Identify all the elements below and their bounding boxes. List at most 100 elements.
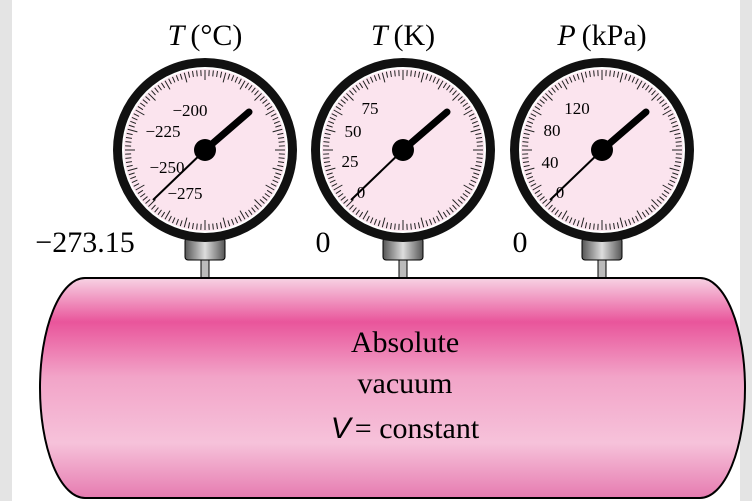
tick — [183, 72, 188, 83]
tick — [542, 96, 548, 101]
tick — [442, 82, 447, 89]
tick — [674, 132, 681, 136]
tick — [244, 82, 249, 89]
tick — [475, 164, 482, 168]
tick — [471, 120, 478, 124]
tick — [669, 117, 676, 121]
tick — [437, 210, 444, 220]
tick — [662, 184, 672, 191]
tick — [667, 183, 674, 187]
tick — [641, 82, 646, 89]
tick — [464, 189, 471, 194]
tick — [661, 102, 668, 107]
tick — [475, 132, 482, 136]
tick — [648, 87, 653, 93]
tick — [340, 99, 346, 104]
tick — [593, 70, 595, 77]
tick — [536, 102, 543, 107]
unit: (K) — [394, 19, 436, 52]
tick — [651, 199, 659, 207]
tick — [179, 73, 183, 80]
variable: P — [556, 19, 575, 52]
tick — [628, 75, 632, 82]
tick — [648, 207, 653, 213]
tick — [394, 70, 396, 77]
tick — [381, 72, 386, 83]
tick — [239, 210, 246, 220]
tick — [272, 167, 283, 172]
variable: T — [168, 19, 187, 52]
tick — [536, 193, 543, 198]
tick — [381, 217, 386, 228]
gauge-title: P (kPa) — [556, 19, 646, 52]
tick — [522, 141, 529, 143]
tick — [183, 217, 188, 228]
tick — [352, 207, 357, 213]
tick — [525, 172, 532, 176]
tick — [554, 209, 559, 216]
tick — [346, 199, 354, 207]
tick — [352, 87, 357, 93]
tick — [659, 196, 665, 201]
tick — [542, 199, 548, 204]
needle-hub — [392, 139, 414, 161]
tick — [231, 75, 235, 82]
tick — [154, 87, 159, 93]
tick — [168, 215, 172, 222]
tick — [212, 70, 214, 77]
tick — [272, 117, 279, 121]
tick — [340, 196, 346, 201]
tick — [572, 218, 576, 225]
tick — [662, 109, 672, 116]
scale-label: 25 — [342, 152, 359, 171]
tick — [528, 179, 535, 183]
tick — [154, 207, 159, 213]
tick — [631, 217, 635, 224]
tick — [468, 183, 475, 187]
tick — [264, 193, 271, 198]
tick — [476, 141, 483, 143]
tick — [661, 193, 668, 198]
tick — [462, 102, 469, 107]
tick — [135, 109, 145, 116]
tick — [216, 70, 219, 77]
tick — [325, 167, 336, 172]
scale-label: −225 — [145, 122, 180, 141]
tick — [452, 204, 457, 210]
tick — [432, 217, 436, 224]
scale-label: 50 — [345, 122, 362, 141]
tick — [227, 220, 231, 227]
tick — [370, 217, 374, 224]
tick — [346, 93, 354, 101]
tick — [524, 128, 535, 133]
tick — [476, 136, 483, 139]
tick — [272, 128, 283, 133]
tick — [259, 96, 265, 101]
tick — [619, 72, 624, 83]
tick — [429, 75, 433, 82]
reading: 0 — [513, 226, 528, 259]
tick — [142, 196, 148, 201]
scale-label: 75 — [362, 99, 379, 118]
tick — [572, 75, 576, 82]
tick — [323, 157, 330, 159]
tick — [669, 167, 680, 172]
tick — [624, 73, 628, 80]
tick — [175, 75, 179, 82]
tick — [619, 217, 624, 228]
tick — [669, 179, 676, 183]
tick — [669, 128, 680, 133]
tick — [366, 215, 370, 222]
tick — [530, 183, 537, 187]
tick — [145, 199, 151, 204]
tick — [377, 73, 381, 80]
tick — [366, 78, 370, 85]
tick — [389, 70, 392, 77]
needle-tail — [152, 149, 206, 201]
tick — [222, 217, 227, 228]
tick — [420, 217, 425, 228]
tick — [670, 176, 677, 180]
tick — [656, 199, 662, 204]
tick — [244, 211, 249, 218]
tick — [613, 223, 616, 230]
